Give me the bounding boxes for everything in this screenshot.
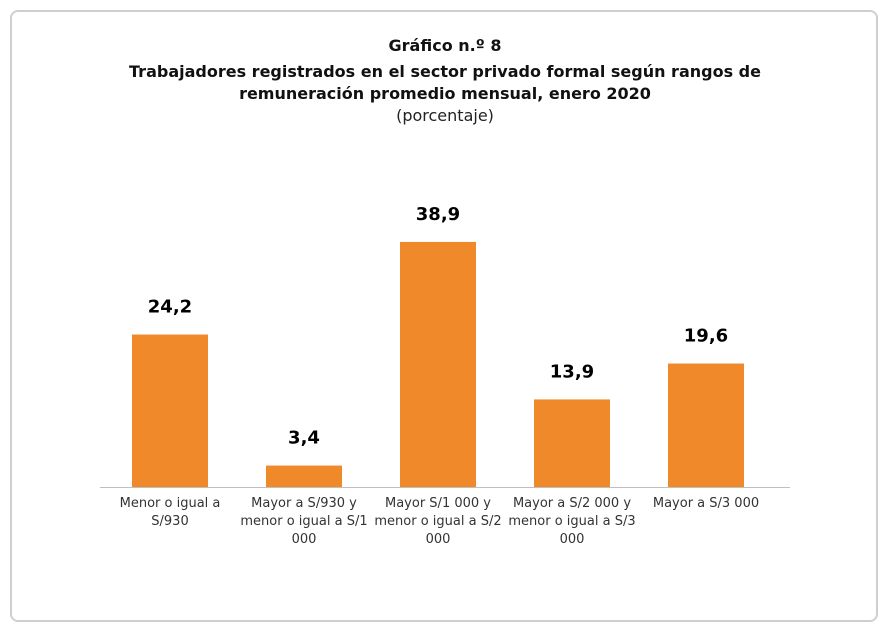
unit-note: (porcentaje) [396, 106, 494, 125]
x-tick-label: Mayor a S/930 y menor o igual a S/1 000 [240, 496, 368, 547]
x-tick-label: Mayor a S/3 000 [652, 496, 760, 511]
value-label: 19,6 [684, 326, 728, 347]
value-label: 3,4 [288, 428, 320, 449]
frame [10, 10, 878, 622]
bar [668, 363, 744, 487]
x-tick-label: Mayor S/1 000 y menor o igual a S/2 000 [374, 496, 502, 547]
x-tick-label: Mayor a S/2 000 y menor o igual a S/3 00… [508, 496, 636, 547]
bar [266, 465, 342, 487]
bar [534, 399, 610, 487]
bar [132, 334, 208, 487]
value-label: 13,9 [550, 361, 594, 382]
value-label: 38,9 [416, 204, 460, 225]
value-label: 24,2 [148, 297, 192, 318]
chart-subtitle: Trabajadores registrados en el sector pr… [129, 62, 761, 103]
x-tick-label: Menor o igual a S/930 [119, 496, 221, 529]
chart-title: Gráfico n.º 8 [388, 36, 502, 55]
bar [400, 241, 476, 487]
